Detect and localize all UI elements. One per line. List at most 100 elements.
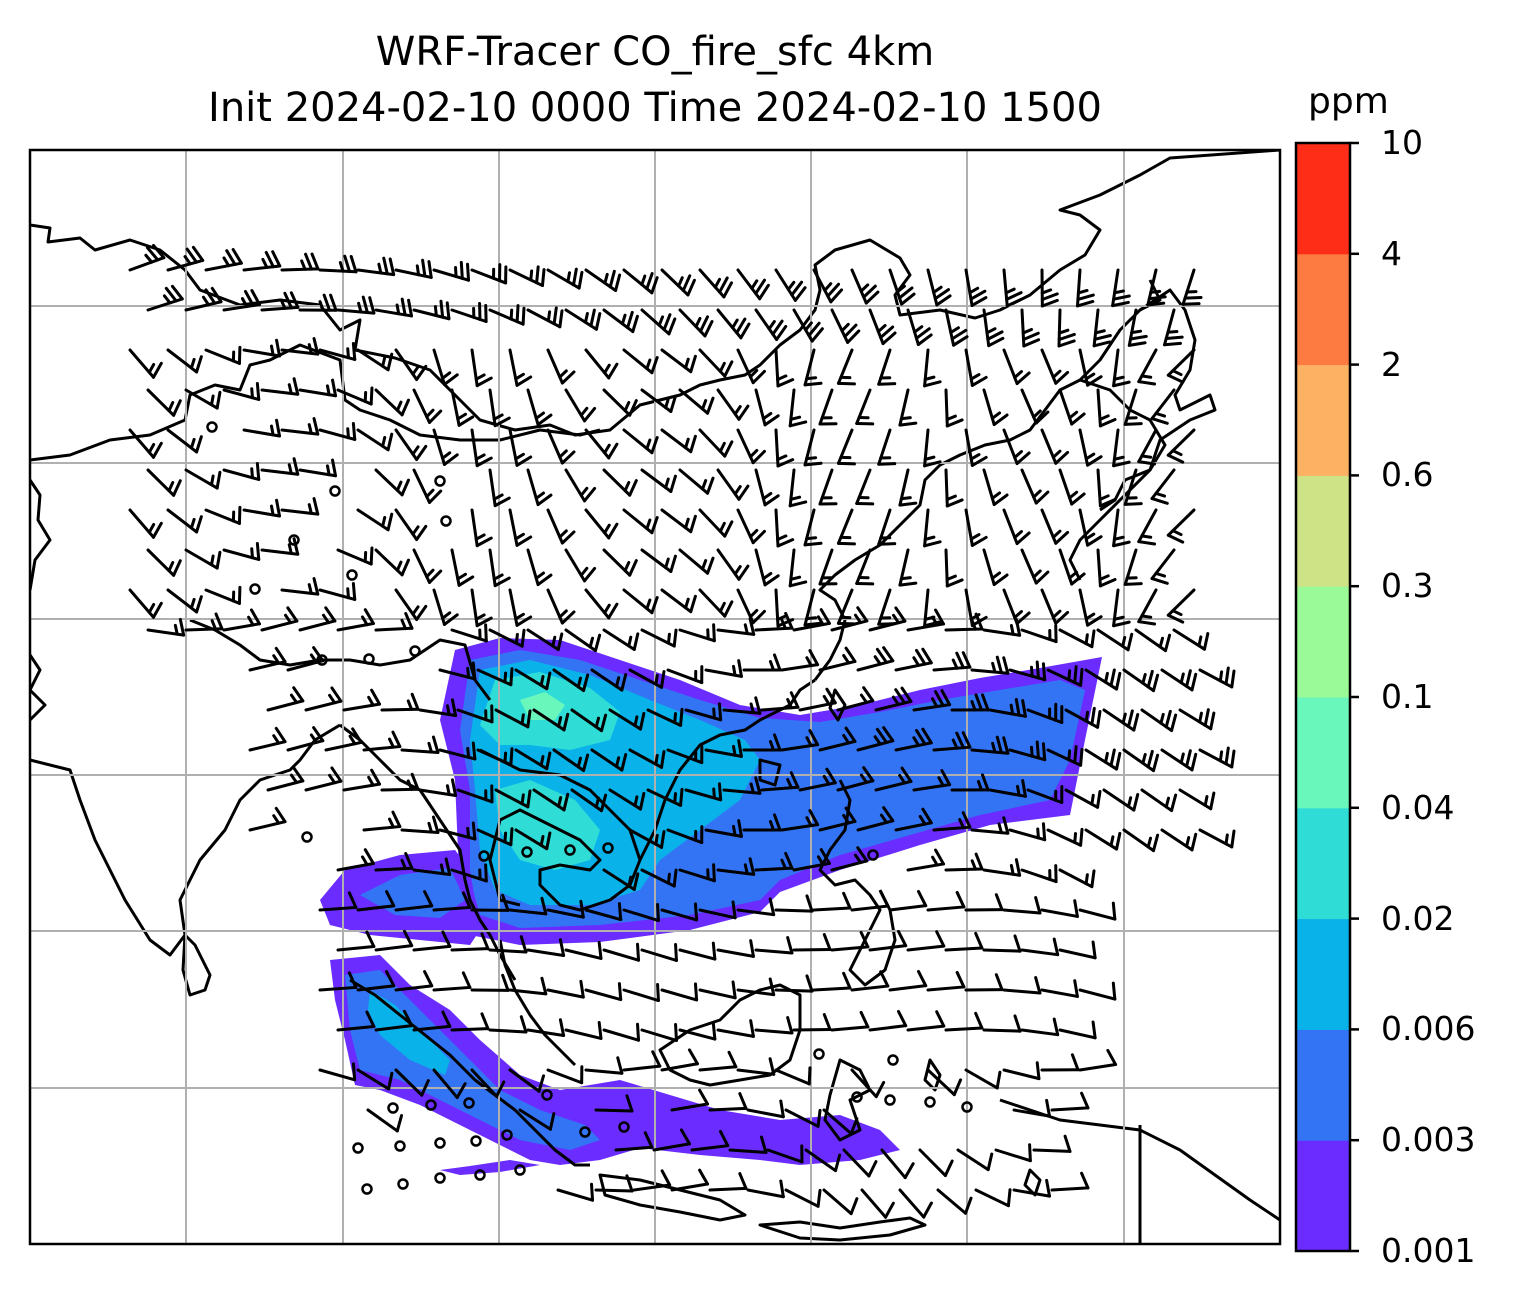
wind-barb [1122,828,1160,853]
wind-barb [1166,508,1196,544]
wind-barb [640,942,678,962]
wind-barb [514,668,552,691]
wind-barb [374,929,414,952]
wind-barb [932,651,972,672]
colorbar-tick-label: 2 [1381,344,1402,384]
colorbar-segment [1296,253,1350,366]
wind-barb [584,348,619,380]
colorbar-tick-label: 0.04 [1381,787,1455,827]
wind-barb [754,308,788,342]
wind-barb [584,508,619,540]
wind-barb [774,894,814,913]
calm-wind-circle [618,1121,630,1133]
wind-barb [602,628,640,651]
wind-barb [356,508,394,532]
wind-barb [552,748,590,773]
wind-barb [1084,668,1122,691]
wind-barb [855,388,875,426]
wind-barb [450,1012,490,1032]
wind-barb [698,980,737,1000]
wind-barb [260,291,300,312]
wind-barb [1012,1098,1051,1118]
wind-barb [736,268,770,301]
wind-barb [926,890,966,912]
wind-barb [146,388,182,417]
wind-barb [622,903,660,923]
wind-barb [518,1108,556,1131]
wind-barb [432,891,472,912]
wind-barb [964,1068,1002,1090]
wind-barb [470,263,508,285]
colorbar-tick-label: 10 [1381,123,1423,162]
wind-barb [792,1013,832,1032]
wind-barb [766,1144,804,1164]
wind-barb [646,707,684,727]
wind-barb [1078,1048,1118,1072]
wind-barb [628,828,666,849]
wind-barb [394,258,433,279]
wind-barb [836,428,856,466]
wind-barb [1198,666,1236,689]
wind-barb [926,268,952,307]
wind-barb [488,1015,528,1034]
wind-barb [736,428,766,465]
calm-wind-circle [249,583,261,595]
wind-barb [570,708,608,733]
wind-barb [698,428,734,458]
calm-wind-circle [361,1183,373,1195]
calm-wind-circle [434,1172,446,1184]
wind-barb [926,1068,963,1097]
wind-barb [222,608,261,632]
wind-barb [798,687,837,712]
wind-barb [964,893,1004,912]
wind-barb [855,548,875,586]
wind-barb [728,1135,768,1154]
wind-barb [898,388,918,427]
colorbar-segment [1296,143,1350,255]
wind-barb [204,247,243,272]
wind-barb [660,588,697,614]
wind-barb [1112,428,1131,468]
wind-barb [362,730,402,752]
wind-barb [622,428,659,455]
wind-barb [1096,628,1134,652]
wind-barb [722,776,762,795]
wind-barb [1112,588,1131,628]
wind-barb [602,1022,641,1042]
wind-barb [488,548,511,588]
wind-barb [146,468,182,497]
wind-barb [622,588,659,615]
coast-japan [1068,288,1217,581]
wind-barb [298,606,337,632]
calm-wind-circle [409,645,421,657]
wind-barb [546,899,585,919]
gridlines [30,150,1280,1244]
wind-barb [812,268,844,304]
wind-barb [754,388,780,427]
wind-barb [608,788,646,811]
wind-barb [698,348,734,378]
wind-barb [1198,828,1236,849]
wind-barb [602,388,638,417]
wind-barb [432,428,459,466]
wind-barb [746,1179,785,1199]
wind-barb [894,647,933,672]
wind-barb [1166,588,1196,624]
wind-barb [1140,708,1178,733]
wind-barb [964,973,1004,992]
calm-wind-circle [440,515,452,527]
wind-barb [1002,976,1042,995]
wind-barb [546,1065,584,1085]
wind-barb [923,508,942,548]
wind-barb [784,1108,822,1128]
wind-barb [546,979,585,999]
wind-barb [584,428,619,460]
wind-barb [248,646,287,672]
wind-barb [564,308,602,331]
wind-barb [640,388,677,413]
wind-barb [684,782,723,802]
wind-barb [1178,788,1216,811]
wind-barb [906,608,945,632]
wind-barb [1020,308,1041,348]
wind-barb [1002,428,1031,466]
